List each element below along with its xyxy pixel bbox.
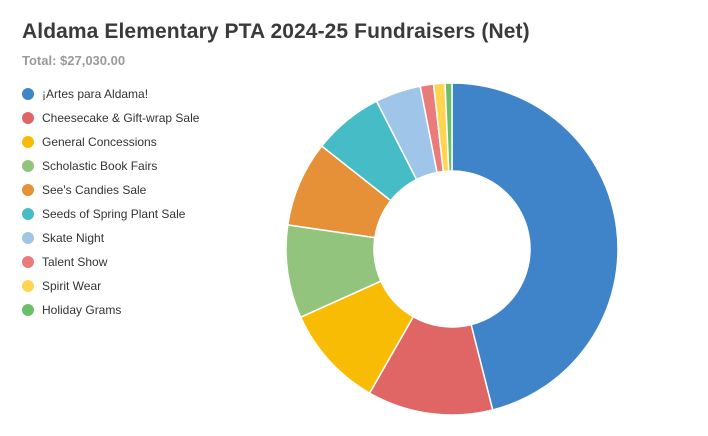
legend-item: Skate Night — [22, 226, 199, 250]
legend-label: See's Candies Sale — [42, 183, 147, 197]
legend-item: ¡Artes para Aldama! — [22, 82, 199, 106]
legend-swatch — [22, 160, 34, 172]
legend-item: Spirit Wear — [22, 274, 199, 298]
chart-subtitle: Total: $27,030.00 — [22, 53, 126, 68]
legend-swatch — [22, 304, 34, 316]
legend-swatch — [22, 88, 34, 100]
donut-slice — [451, 82, 619, 411]
legend-label: Skate Night — [42, 231, 105, 245]
chart-legend: ¡Artes para Aldama! Cheesecake & Gift-wra… — [22, 82, 199, 322]
legend-item: See's Candies Sale — [22, 178, 199, 202]
chart-title: Aldama Elementary PTA 2024-25 Fundraiser… — [22, 20, 530, 43]
legend-swatch — [22, 280, 34, 292]
legend-swatch — [22, 208, 34, 220]
legend-label: General Concessions — [42, 135, 157, 149]
legend-item: Cheesecake & Gift-wrap Sale — [22, 106, 199, 130]
legend-item: Scholastic Book Fairs — [22, 154, 199, 178]
legend-item: Seeds of Spring Plant Sale — [22, 202, 199, 226]
legend-swatch — [22, 136, 34, 148]
legend-label: Cheesecake & Gift-wrap Sale — [42, 111, 200, 125]
legend-swatch — [22, 232, 34, 244]
legend-label: ¡Artes para Aldama! — [42, 87, 149, 101]
legend-label: Scholastic Book Fairs — [42, 159, 158, 173]
legend-swatch — [22, 256, 34, 268]
donut-slice — [444, 82, 453, 172]
legend-item: Talent Show — [22, 250, 199, 274]
legend-item: Holiday Grams — [22, 298, 199, 322]
legend-label: Holiday Grams — [42, 303, 122, 317]
legend-item: General Concessions — [22, 130, 199, 154]
legend-label: Seeds of Spring Plant Sale — [42, 207, 186, 221]
legend-swatch — [22, 112, 34, 124]
legend-label: Spirit Wear — [42, 279, 102, 293]
legend-swatch — [22, 184, 34, 196]
legend-label: Talent Show — [42, 255, 108, 269]
